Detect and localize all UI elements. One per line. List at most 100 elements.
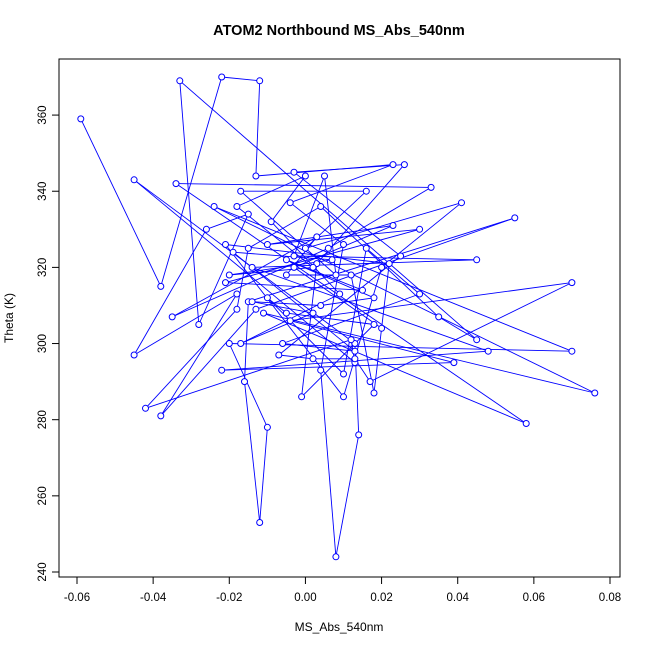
series-line-segment: [267, 225, 394, 245]
series-line-segment: [320, 206, 440, 318]
series-line-segment: [252, 301, 321, 306]
data-point: [340, 393, 347, 401]
data-point: [484, 347, 492, 355]
y-axis: 240 260 280 300 320 340 360: [37, 105, 60, 582]
data-point: [591, 389, 599, 397]
y-tick-label: 340: [37, 182, 49, 201]
data-point: [389, 222, 397, 229]
data-point: [168, 313, 176, 321]
data-point: [301, 172, 309, 180]
series-line-segment: [213, 206, 573, 352]
data-point: [389, 161, 397, 169]
data-point: [309, 263, 317, 271]
series-line-segment: [175, 183, 527, 424]
series-line-segment: [267, 297, 344, 375]
x-axis-label: MS_Abs_540nm: [295, 620, 384, 634]
data-point: [290, 168, 298, 176]
data-point: [286, 199, 294, 207]
series-line-segment: [320, 244, 344, 371]
data-point: [416, 290, 424, 298]
series-line-segment: [278, 354, 314, 360]
data-point: [263, 294, 271, 302]
data-point: [366, 378, 374, 386]
data-point: [370, 321, 378, 328]
data-point: [282, 309, 290, 317]
y-tick-label: 280: [37, 410, 49, 429]
series-line-segment: [160, 76, 223, 287]
data-point: [473, 256, 481, 264]
y-axis-label: Theta (K): [2, 293, 16, 343]
series-line-segment: [229, 266, 314, 276]
data-point: [233, 305, 241, 313]
series-line-segment: [172, 247, 329, 318]
series-line-segment: [305, 202, 462, 249]
data-point: [351, 355, 359, 363]
data-point: [522, 420, 530, 427]
data-point: [400, 161, 408, 169]
data-point: [290, 252, 298, 260]
x-tick-label: 0.04: [447, 592, 470, 604]
data-point: [77, 115, 85, 123]
series-line-segment: [320, 297, 375, 306]
series-line-segment: [221, 362, 454, 371]
series-line-segment: [335, 434, 360, 557]
data-point: [260, 309, 267, 317]
series-line-segment: [282, 343, 355, 352]
data-point: [359, 286, 366, 294]
data-point: [317, 366, 325, 374]
series-line-segment: [252, 301, 314, 314]
series-line-segment: [328, 187, 432, 249]
x-tick-label: -0.02: [216, 592, 242, 604]
x-tick-label: 0.08: [599, 592, 621, 604]
series-line-segment: [236, 248, 249, 310]
data-point: [210, 203, 218, 210]
data-point: [370, 389, 378, 397]
series-line-segment: [236, 175, 306, 207]
data-point: [176, 77, 184, 85]
data-point: [256, 77, 264, 85]
data-point: [218, 73, 226, 81]
data-point: [172, 180, 180, 188]
data-point: [225, 271, 233, 279]
data-point: [218, 366, 226, 374]
series-line-segment: [206, 213, 249, 230]
data-point: [324, 244, 332, 252]
data-point: [317, 203, 325, 210]
data-point: [225, 340, 233, 347]
y-tick-label: 260: [37, 486, 49, 505]
series-line-segment: [240, 190, 337, 276]
data-point: [351, 347, 359, 355]
data-point: [282, 256, 290, 264]
series-line-segment: [369, 282, 573, 383]
data-point: [248, 263, 256, 271]
plot-area-frame: [58, 58, 621, 578]
series-line-segment: [160, 309, 257, 417]
series-line-segment: [175, 183, 432, 188]
data-point: [328, 256, 336, 264]
series-line-segment: [301, 263, 318, 397]
data-point: [248, 298, 256, 306]
series-line-segment: [278, 255, 401, 356]
series-line-segment: [438, 316, 477, 341]
series-line-segment: [293, 267, 382, 329]
series-line-segment: [320, 370, 337, 557]
series-line-segment: [290, 282, 572, 322]
y-tick-label: 240: [37, 562, 49, 581]
data-point: [450, 359, 458, 367]
data-point: [378, 324, 386, 332]
series-line-segment: [133, 179, 356, 363]
series-line-segment: [229, 343, 572, 352]
data-point: [142, 404, 149, 412]
series-line-segment: [282, 293, 420, 344]
data-point: [222, 279, 229, 287]
data-point: [340, 370, 347, 378]
series-line-segment: [270, 221, 341, 295]
series-line-segment: [133, 229, 207, 356]
y-tick-label: 300: [37, 334, 49, 353]
series-line-segment: [160, 293, 238, 417]
data-point: [332, 553, 340, 561]
series-line-segment: [145, 339, 352, 409]
data-point: [286, 317, 294, 325]
series-line-segment: [179, 80, 200, 325]
